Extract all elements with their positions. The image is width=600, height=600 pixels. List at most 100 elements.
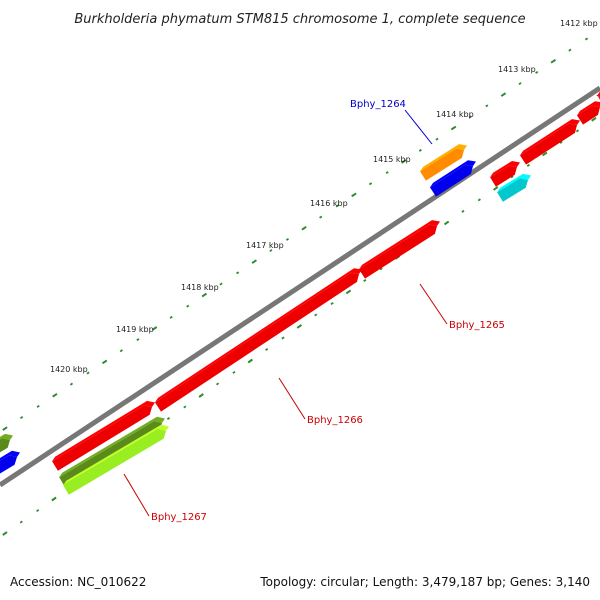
- chromosome-backbone: [0, 85, 600, 488]
- tick-dot: [450, 125, 457, 131]
- gene-arrow-red[interactable]: [596, 95, 600, 106]
- tick-dot: [269, 249, 273, 253]
- tick-dot: [198, 393, 204, 398]
- gene-labels: Bphy_1264 Bphy_1265 Bphy_1266 Bphy_1267: [151, 99, 505, 523]
- tick-dot: [69, 382, 74, 386]
- gene-arrow-red[interactable]: [359, 224, 437, 279]
- tick-dot: [201, 292, 208, 298]
- tick-dot: [36, 404, 40, 408]
- tick-dot: [319, 215, 323, 219]
- gene-arrow-red[interactable]: [155, 272, 359, 412]
- tick-dot: [559, 140, 563, 144]
- tick-label: 1414 kbp: [436, 110, 474, 119]
- tick-dot: [136, 338, 140, 342]
- gene-arrow-cyan[interactable]: [497, 178, 528, 202]
- tick-dot: [345, 289, 352, 295]
- label-leader-lines: [123, 109, 448, 517]
- tick-dot: [385, 171, 389, 175]
- tick-dot: [296, 324, 303, 329]
- tick-dot: [575, 129, 580, 133]
- tick-dot: [351, 192, 357, 198]
- tick-dot: [363, 278, 367, 282]
- gene-arrow-red[interactable]: [52, 405, 152, 471]
- gene-arrow-red[interactable]: [490, 165, 517, 187]
- tick-label: 1415 kbp: [373, 155, 411, 164]
- tick-dot: [251, 259, 257, 264]
- gene-arrow-top: [430, 160, 476, 188]
- label-leader-line: [404, 109, 433, 145]
- tick-dot: [526, 163, 531, 167]
- map-title: Burkholderia phymatum STM815 chromosome …: [74, 12, 525, 27]
- tick-dot: [401, 159, 407, 164]
- gene-arrow-top: [359, 220, 440, 270]
- tick-dot: [265, 347, 269, 351]
- tick-dot: [493, 186, 499, 191]
- tick-dot: [101, 359, 108, 365]
- tick-dot: [51, 496, 57, 502]
- gene-arrow-blue[interactable]: [430, 164, 473, 197]
- tick-dot: [247, 358, 253, 364]
- gene-arrow-olive[interactable]: [0, 438, 10, 456]
- tick-dot: [330, 301, 334, 305]
- tick-label: 1416 kbp: [310, 199, 348, 208]
- kbp-tick-labels: 1412 kbp 1413 kbp 1414 kbp 1415 kbp 1416 kbp…: [50, 19, 598, 374]
- tick-dot: [236, 271, 240, 275]
- label-leader-line: [123, 473, 150, 517]
- label-leader-line: [419, 283, 448, 325]
- tick-dot: [443, 220, 450, 226]
- tick-dot: [335, 204, 339, 208]
- tick-dot: [379, 267, 383, 271]
- tick-dot: [314, 313, 318, 317]
- gene-arrow-top: [490, 161, 520, 178]
- tick-dot: [52, 392, 58, 398]
- tick-dot: [550, 58, 557, 64]
- tick-dot: [219, 282, 223, 286]
- tick-dot: [183, 405, 187, 409]
- gene-arrow-red[interactable]: [577, 105, 600, 125]
- topology-text: Topology: circular; Length: 3,479,187 bp…: [259, 575, 590, 589]
- tick-dot: [19, 416, 24, 420]
- tick-dot: [542, 151, 548, 157]
- tick-label: 1420 kbp: [50, 365, 88, 374]
- gene-arrow-top: [420, 144, 467, 172]
- tick-dot: [584, 37, 589, 41]
- gene-arrow-orange[interactable]: [420, 148, 464, 181]
- tick-label: 1412 kbp: [560, 19, 598, 28]
- tick-dot: [568, 48, 572, 52]
- tick-dot: [2, 531, 8, 536]
- gene-arrow-top: [577, 101, 600, 116]
- tick-label: 1418 kbp: [181, 283, 219, 292]
- tick-dot: [166, 416, 171, 420]
- gene-features: [0, 90, 600, 495]
- tick-label: 1417 kbp: [246, 241, 284, 250]
- gene-label-bphy-1265[interactable]: Bphy_1265: [449, 320, 505, 331]
- accession-text: Accession: NC_010622: [10, 575, 146, 589]
- gene-arrow-lime[interactable]: [63, 429, 167, 495]
- gene-arrow-blue[interactable]: [0, 455, 17, 477]
- tick-dot: [86, 371, 90, 375]
- tick-dot: [418, 148, 422, 152]
- tick-dot: [169, 315, 173, 319]
- gene-arrow-top: [520, 119, 580, 156]
- tick-dot: [510, 175, 514, 179]
- gene-label-bphy-1264[interactable]: Bphy_1264: [350, 99, 406, 110]
- gene-arrow-red[interactable]: [520, 123, 577, 165]
- tick-dot: [285, 237, 289, 241]
- tick-dot: [477, 198, 481, 202]
- tick-label: 1419 kbp: [116, 325, 154, 334]
- tick-dot: [151, 326, 158, 331]
- tick-dot: [301, 225, 307, 231]
- tick-dot: [368, 182, 373, 186]
- tick-dot: [215, 382, 220, 386]
- gene-label-bphy-1267[interactable]: Bphy_1267: [151, 512, 207, 523]
- gene-arrow-top: [0, 433, 13, 440]
- tick-label: 1413 kbp: [498, 65, 536, 74]
- gene-label-bphy-1266[interactable]: Bphy_1266: [307, 415, 363, 426]
- tick-dot: [535, 70, 539, 74]
- tick-dot: [485, 104, 489, 108]
- tick-dot: [591, 116, 597, 122]
- tick-dot: [468, 115, 472, 119]
- tick-dot: [119, 349, 123, 353]
